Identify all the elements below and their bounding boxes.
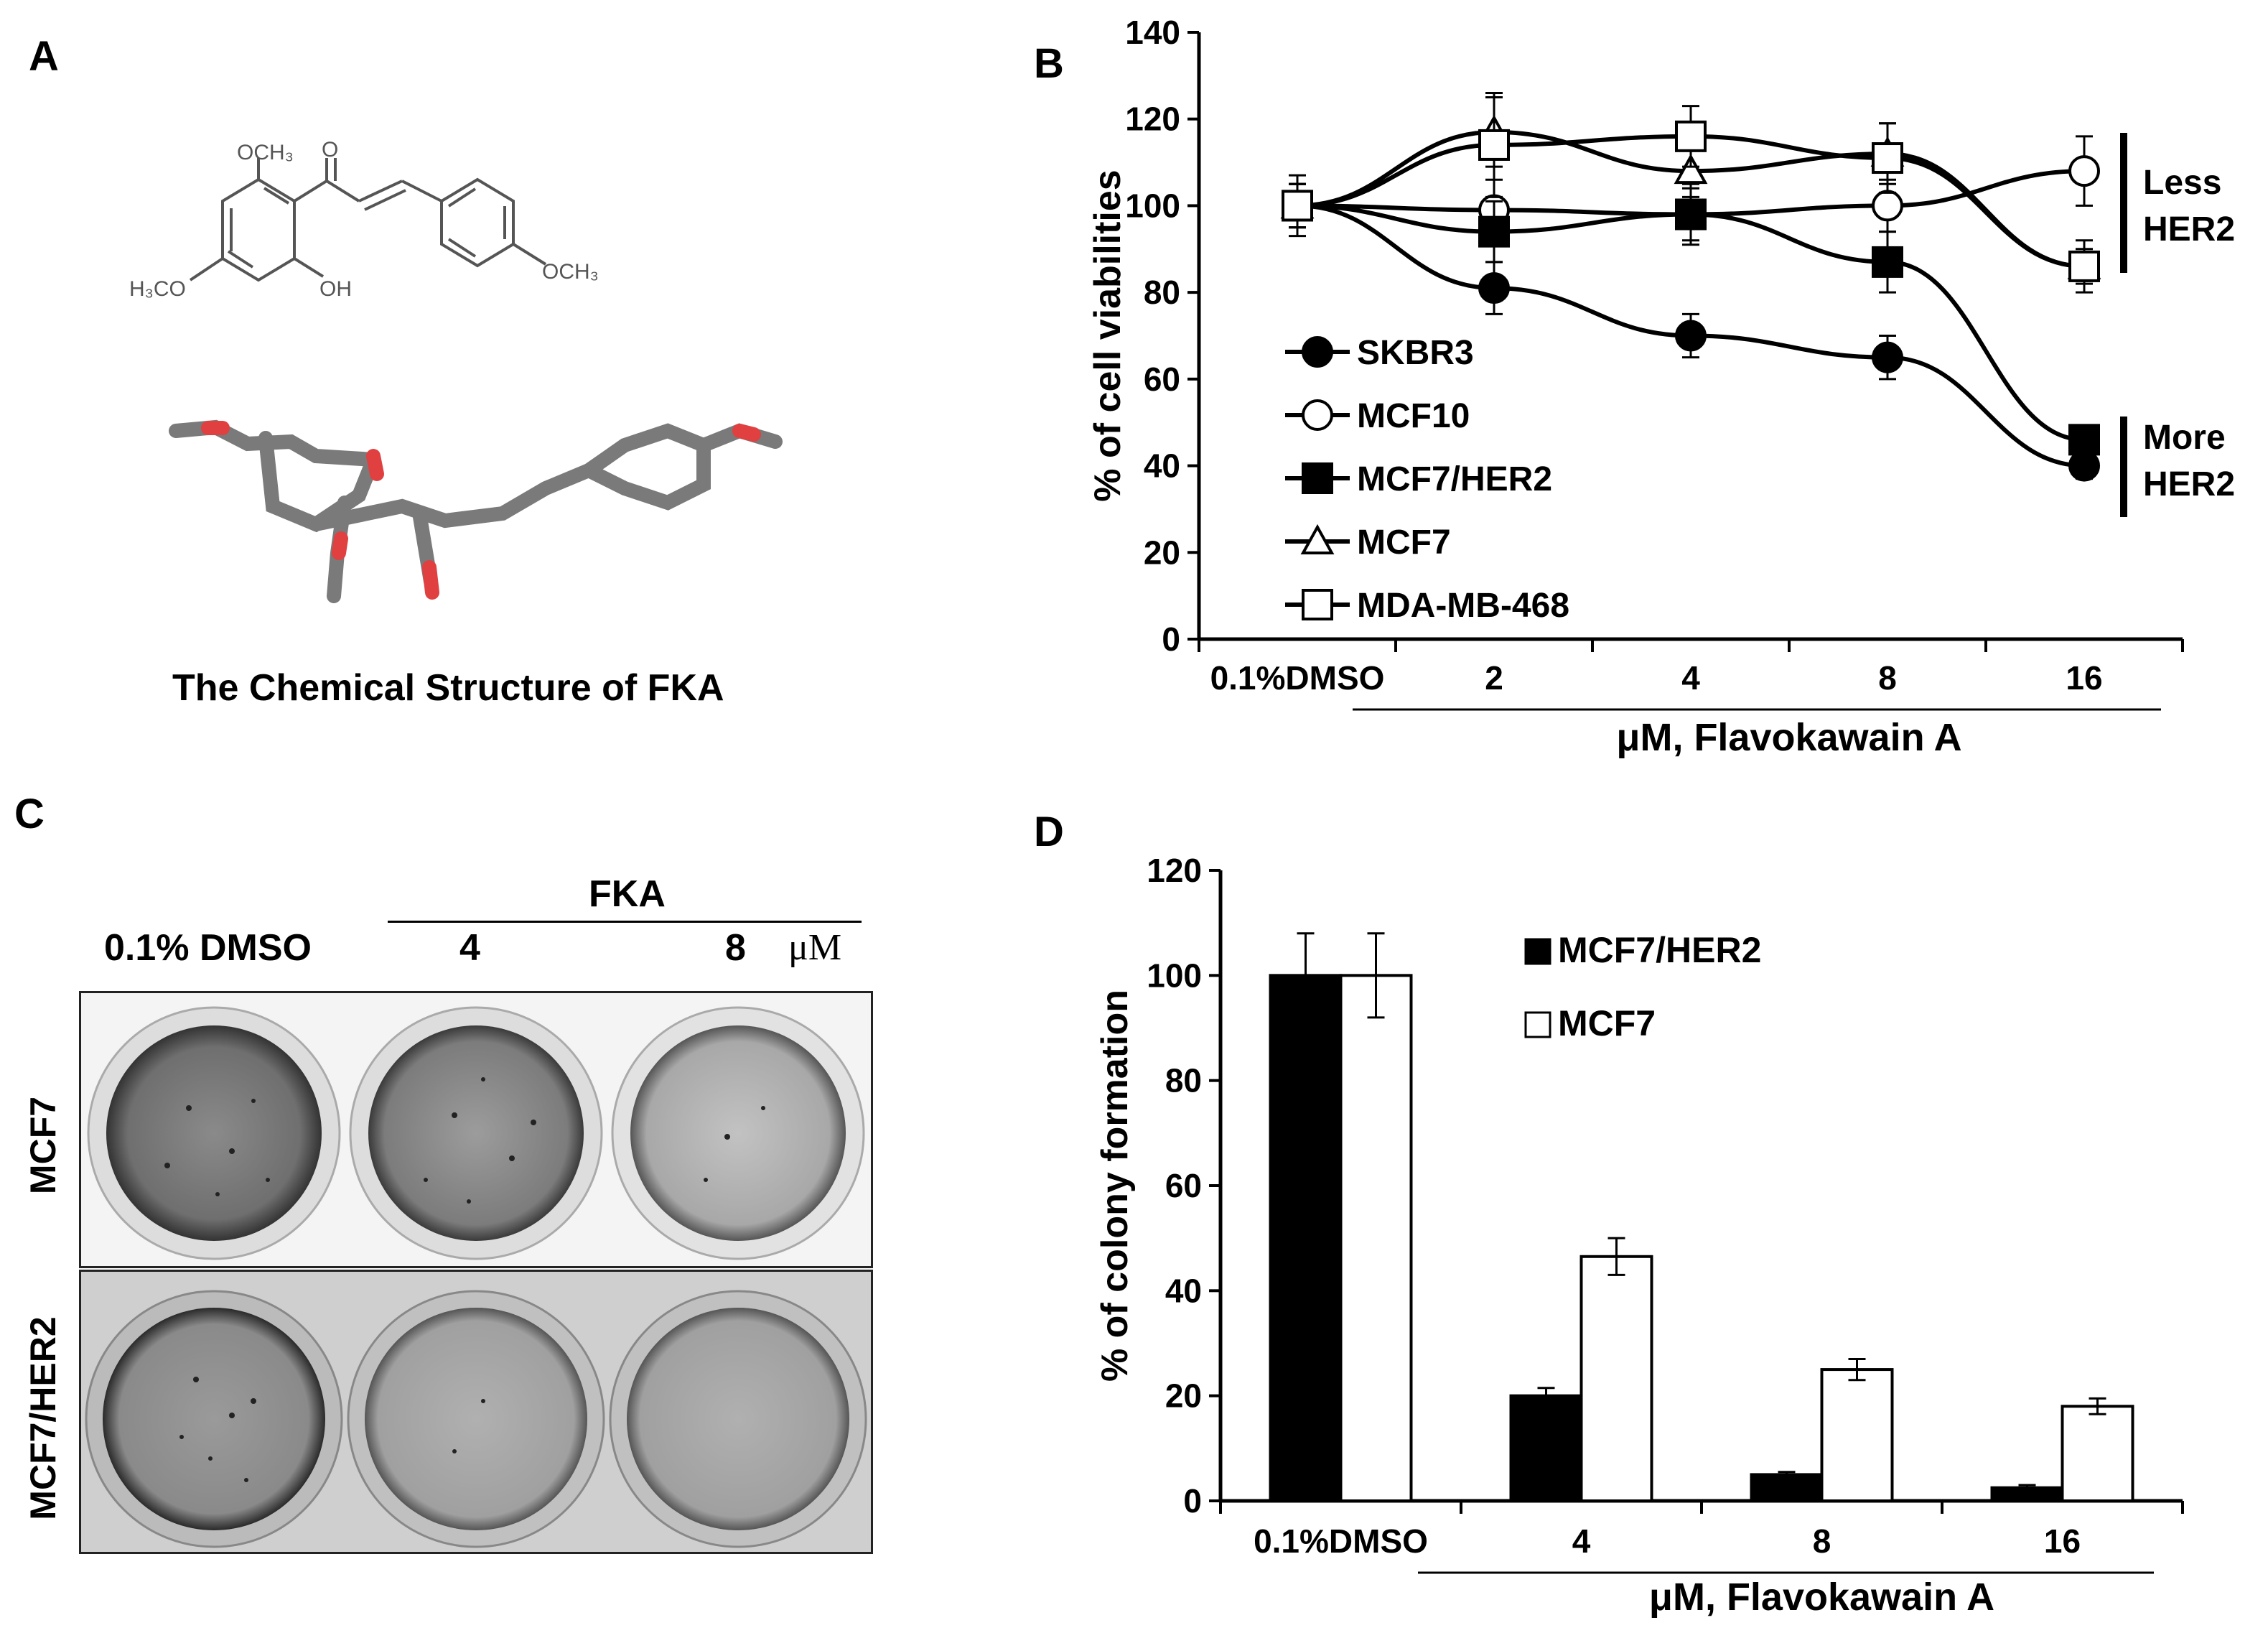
legend-marker-mcf7 [1300,524,1335,554]
y-tick-label: 0 [1183,1482,1202,1520]
panel-label-a: A [29,33,59,80]
data-point-mcf7-her2 [1872,246,1903,278]
atom-label-ketone-o: O [322,138,338,162]
y-tick-label: 40 [1165,1272,1202,1309]
y-tick-label: 0 [1162,620,1180,658]
plate-photo-mcf7-her2 [79,1270,873,1554]
data-point-mda-mb-468 [1675,120,1707,152]
y-tick-label: 40 [1144,447,1180,485]
atom-label-oh: OH [319,277,352,301]
legend-swatch-mcf7-her2 [1524,938,1551,965]
x-axis-label: μM, Flavokawain A [1616,716,1961,759]
bar-mcf7-her2 [1750,1473,1824,1503]
bar-mcf7 [1579,1255,1653,1503]
legend-marker-mcf10 [1302,399,1333,431]
y-tick-label: 120 [1125,101,1180,138]
legend-label: MDA-MB-468 [1357,587,1569,625]
x-tick-label: 8 [1878,659,1897,697]
panel-c: C FKA 0.1% DMSO 4 8 μM MCF7 MCF7/HER2 [0,790,897,1630]
data-point-mcf7 [1674,154,1708,185]
header-conc-8: 8 [725,927,746,969]
annotation-more-her2: HER2 [2143,465,2235,503]
legend-marker-mda-mb-468 [1302,589,1333,620]
panel-label-c: C [14,791,45,837]
data-point-mda-mb-468 [1282,190,1313,222]
header-conc-4: 4 [459,927,480,969]
annotation-less-her2: HER2 [2143,210,2235,248]
y-tick-label: 20 [1165,1377,1202,1415]
x-tick-label: 4 [1681,659,1700,697]
series-mda-mb-468 [1282,92,2100,285]
data-point-skbr3 [1675,320,1707,352]
data-point-mcf10 [2068,155,2100,187]
y-axis-label: % of colony formation [1094,990,1136,1382]
x-tick-label: 16 [2044,1522,2081,1560]
x-axis-label: μM, Flavokawain A [1649,1576,1994,1619]
series-mcf7-her2 [1269,932,2064,1503]
y-axis-label: % of cell viabilities [1087,169,1129,501]
legend-label: MCF10 [1357,397,1470,435]
panel-label-d: D [1034,809,1064,855]
bar-chart-colony-formation: 0 20 40 60 80 100 120 0.1%DMSO 4 8 16 μM, Flavokawa… [1094,852,2184,1619]
bar-mcf7-her2 [1269,974,1343,1503]
chemical-structure-2d: OCH₃ O H₃CO OH OCH₃ [129,138,599,301]
header-unit: μM [788,927,842,968]
annotation-less: Less [2143,164,2221,202]
y-tick-label: 80 [1165,1062,1202,1099]
atom-label-ome-left: H₃CO [129,277,186,301]
line-chart-cell-viability: 0 20 40 60 80 100 120 140 0.1%DMSO 2 4 8 16 μM, Flavo… [1087,14,2235,759]
x-tick-label: 4 [1572,1522,1591,1560]
y-tick-label: 100 [1125,187,1180,224]
panel-label-b: B [1034,40,1064,87]
y-tick-label: 60 [1165,1167,1202,1204]
data-point-skbr3 [2068,450,2100,482]
atom-label-ome-right: OCH₃ [542,260,599,284]
panel-a: A OCH₃ [0,0,897,776]
data-point-mcf10 [1872,190,1903,222]
y-tick-label: 80 [1144,274,1180,311]
row-label-mcf7: MCF7 [23,1096,63,1195]
atom-label-ome-top: OCH₃ [237,141,294,164]
legend-label: MCF7 [1357,524,1451,562]
y-tick-label: 60 [1144,360,1180,398]
annotation-more: More [2143,419,2226,457]
bar-mcf7-her2 [1509,1394,1583,1503]
data-point-mda-mb-468 [1872,142,1903,175]
y-tick-label: 120 [1147,852,1202,889]
legend-marker-skbr3 [1302,336,1333,368]
bar-mcf7 [1820,1368,1894,1502]
data-point-mcf7-her2 [2068,424,2100,456]
chemical-structure-3d [169,419,783,603]
legend-label: MCF7/HER2 [1357,460,1552,498]
series-line-mcf7-her2 [1297,203,2085,442]
data-point-mcf7-her2 [1478,215,1510,248]
data-point-mda-mb-468 [1478,129,1510,161]
legend-label: MCF7/HER2 [1558,930,1761,970]
data-point-mcf7-her2 [1675,198,1707,231]
x-tick-label: 0.1%DMSO [1254,1522,1428,1560]
y-tick-label: 100 [1147,957,1202,994]
y-tick-label: 20 [1144,534,1180,571]
x-tick-label: 2 [1485,659,1503,697]
row-label-mcf7-her2: MCF7/HER2 [23,1316,63,1520]
legend-label: SKBR3 [1357,334,1474,372]
series-mcf7 [1339,932,2134,1503]
plate-photo-mcf7 [79,991,873,1268]
x-tick-label: 16 [2066,659,2102,697]
header-dmso: 0.1% DMSO [104,927,312,969]
y-tick-label: 140 [1125,14,1180,51]
legend-label: MCF7 [1558,1003,1656,1043]
data-point-skbr3 [1872,341,1903,373]
x-tick-label: 8 [1813,1522,1831,1560]
header-fka-line [388,921,862,923]
data-point-skbr3 [1478,272,1510,304]
legend-swatch-mcf7 [1524,1011,1551,1038]
header-fka: FKA [589,873,666,915]
data-point-mda-mb-468 [2068,250,2100,282]
bar-mcf7 [1339,974,1413,1503]
x-tick-label: 0.1%DMSO [1210,659,1385,697]
bar-mcf7 [2061,1405,2134,1502]
legend-marker-mcf7-her2 [1302,462,1333,494]
structure-caption: The Chemical Structure of FKA [172,667,724,709]
